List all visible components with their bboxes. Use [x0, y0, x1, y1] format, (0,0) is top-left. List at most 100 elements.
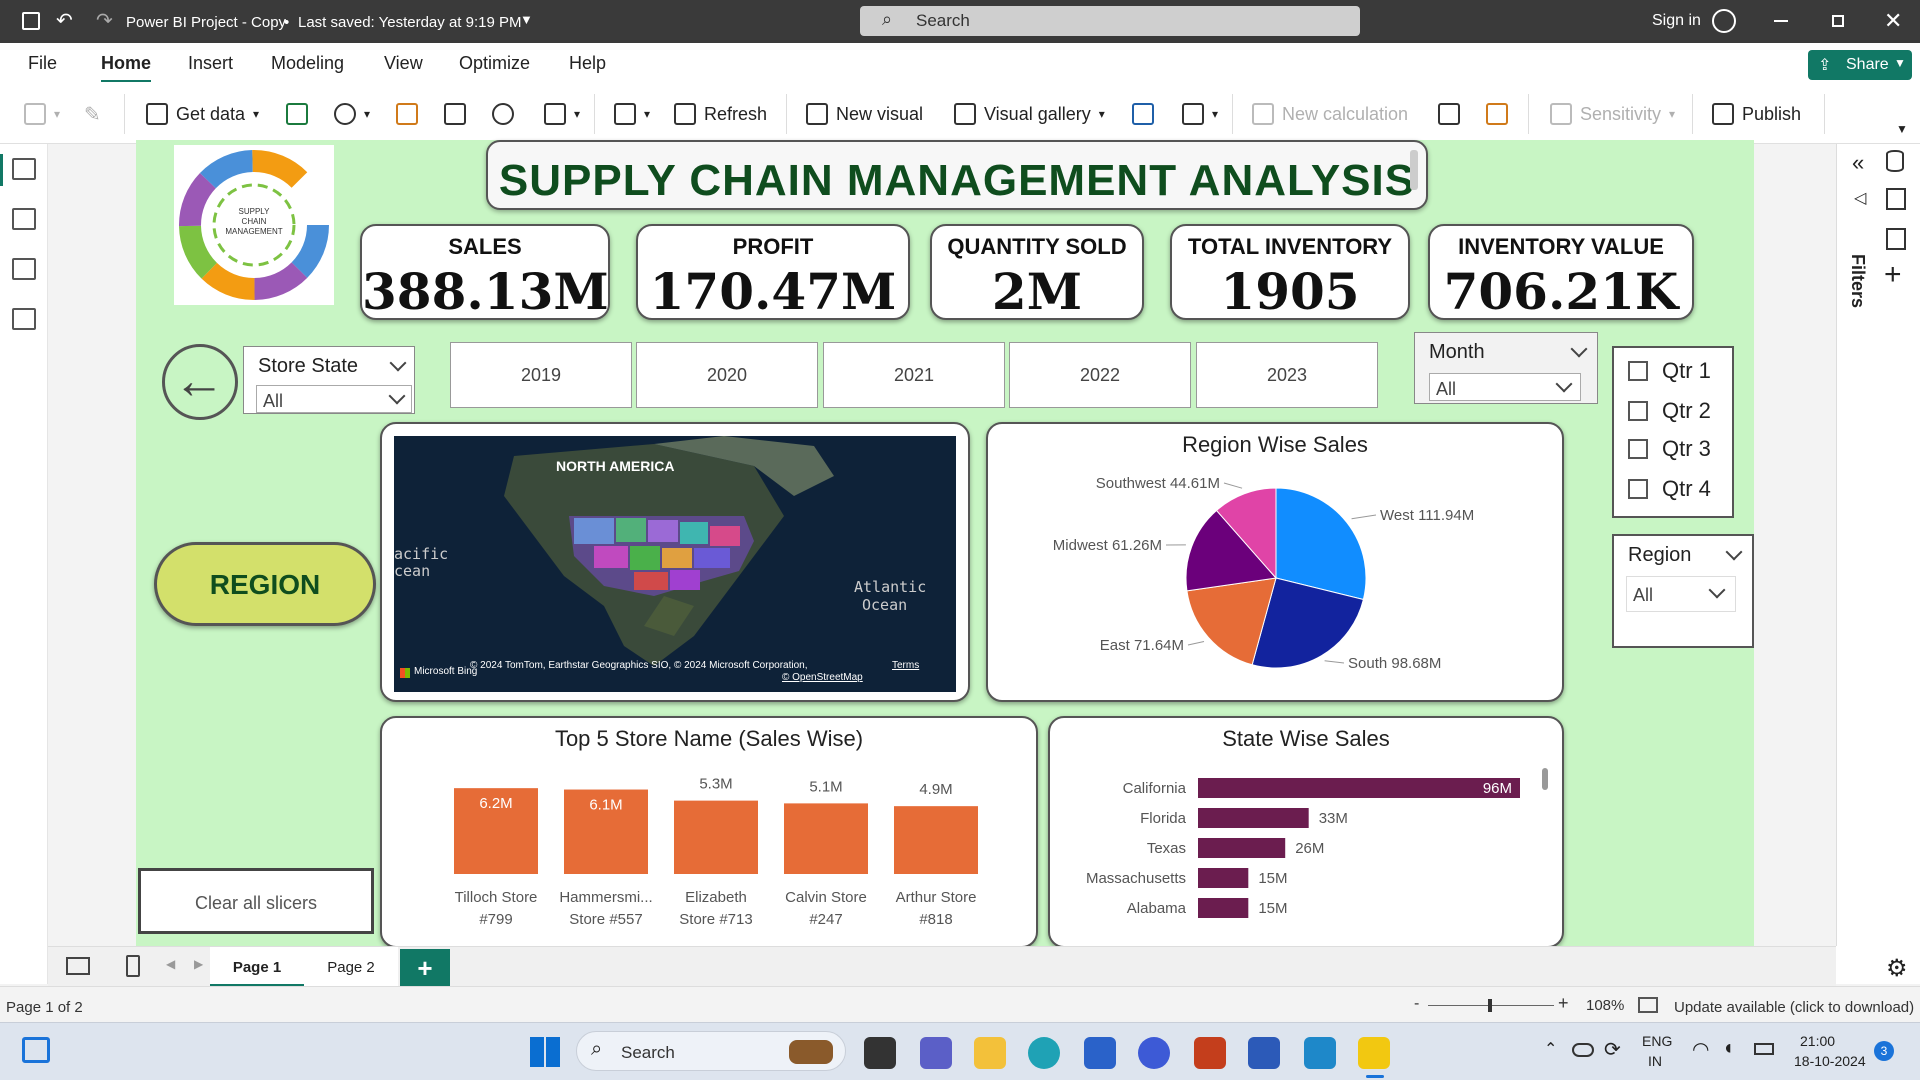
- redo-icon[interactable]: ↷: [96, 10, 113, 32]
- next-page-icon[interactable]: ▶: [194, 957, 204, 971]
- region-dropdown[interactable]: All: [1626, 576, 1736, 612]
- volume-icon[interactable]: ◖: [1722, 1037, 1735, 1059]
- back-button[interactable]: ←: [162, 344, 238, 420]
- save-icon[interactable]: [22, 12, 40, 30]
- dax-query-view-icon[interactable]: [12, 308, 36, 330]
- task-view-icon[interactable]: [864, 1037, 896, 1069]
- settings-icon[interactable]: ⚙: [1886, 955, 1908, 982]
- update-available-link[interactable]: Update available (click to download): [1674, 999, 1915, 1016]
- teams-icon[interactable]: [920, 1037, 952, 1069]
- store-state-dropdown[interactable]: All: [256, 385, 412, 413]
- format-pane-icon[interactable]: [1886, 228, 1906, 250]
- horizontal-bar[interactable]: [1198, 898, 1249, 918]
- page-tab-2[interactable]: Page 2: [304, 947, 398, 987]
- add-pane-icon[interactable]: +: [1884, 258, 1902, 291]
- pie-chart[interactable]: West 111.94M South 98.68M East 71.64M Midwe…: [988, 424, 1562, 700]
- year-button-2022[interactable]: 2022: [1009, 342, 1191, 408]
- search-input[interactable]: ⌕ Search: [860, 6, 1360, 36]
- menu-optimize[interactable]: Optimize: [459, 53, 531, 73]
- chevron-down-icon[interactable]: [1570, 340, 1588, 358]
- photos-icon[interactable]: [1304, 1037, 1336, 1069]
- enter-data-button[interactable]: [444, 100, 466, 128]
- sync-icon[interactable]: ⟳: [1604, 1039, 1621, 1061]
- text-box-button[interactable]: [1132, 100, 1154, 128]
- more-visuals-button[interactable]: ▾: [1182, 100, 1218, 128]
- pie-slice-west[interactable]: [1275, 487, 1367, 601]
- qtr-3-option[interactable]: Qtr 3: [1628, 436, 1711, 462]
- language-eng[interactable]: ENG: [1642, 1033, 1673, 1049]
- sql-button[interactable]: [396, 100, 418, 128]
- transform-data-button[interactable]: ▾: [614, 100, 650, 128]
- year-button-2020[interactable]: 2020: [636, 342, 818, 408]
- menu-modeling[interactable]: Modeling: [271, 53, 345, 73]
- checkbox[interactable]: [1628, 401, 1648, 421]
- menu-help[interactable]: Help: [569, 53, 607, 73]
- minimize-icon[interactable]: [1774, 20, 1788, 22]
- file-explorer-icon[interactable]: [974, 1037, 1006, 1069]
- powerpoint-icon[interactable]: [1194, 1037, 1226, 1069]
- column-bar[interactable]: [454, 788, 538, 874]
- column-bar[interactable]: [674, 800, 758, 874]
- fit-page-icon[interactable]: [1638, 997, 1658, 1013]
- new-calculation-button[interactable]: New calculation: [1252, 100, 1408, 128]
- format-painter-button[interactable]: ✎: [84, 100, 101, 128]
- column-bar[interactable]: [564, 789, 648, 874]
- clear-slicers-button[interactable]: Clear all slicers: [138, 868, 374, 934]
- menu-insert[interactable]: Insert: [188, 53, 234, 73]
- refresh-button[interactable]: Refresh: [674, 100, 767, 128]
- language-in[interactable]: IN: [1648, 1053, 1662, 1069]
- page-tab-1[interactable]: Page 1: [210, 947, 304, 987]
- battery-icon[interactable]: [1754, 1043, 1774, 1055]
- menu-view[interactable]: View: [384, 53, 423, 73]
- publish-button[interactable]: Publish: [1712, 100, 1801, 128]
- visual-gallery-button[interactable]: Visual gallery ▾: [954, 100, 1105, 128]
- desktop-layout-icon[interactable]: [66, 957, 90, 975]
- prev-page-icon[interactable]: ◀: [166, 957, 176, 971]
- qtr-1-option[interactable]: Qtr 1: [1628, 358, 1711, 384]
- zoom-in-button[interactable]: +: [1558, 993, 1569, 1013]
- map-terms-link[interactable]: Terms: [892, 660, 920, 671]
- sign-in-link[interactable]: Sign in: [1652, 12, 1701, 29]
- recent-sources-button[interactable]: ▾: [544, 100, 580, 128]
- horizontal-bar[interactable]: [1198, 868, 1249, 888]
- map-osm-link[interactable]: © OpenStreetMap: [782, 672, 863, 683]
- horizontal-bar[interactable]: [1198, 808, 1309, 828]
- zoom-out-button[interactable]: -: [1414, 995, 1420, 1012]
- undo-icon[interactable]: ↶: [56, 10, 73, 32]
- mobile-layout-icon[interactable]: [126, 955, 140, 977]
- zoom-thumb[interactable]: [1488, 999, 1492, 1012]
- checkbox[interactable]: [1628, 479, 1648, 499]
- model-view-icon[interactable]: [12, 258, 36, 280]
- pie-slice-south[interactable]: [1251, 577, 1364, 669]
- chevron-up-icon[interactable]: ⌃: [1544, 1041, 1558, 1058]
- menu-file[interactable]: File: [28, 53, 58, 73]
- horizontal-bar[interactable]: [1198, 778, 1520, 798]
- new-visual-button[interactable]: New visual: [806, 100, 923, 128]
- data-hub-button[interactable]: ▾: [334, 100, 370, 128]
- sensitivity-button[interactable]: Sensitivity ▾: [1550, 100, 1675, 128]
- bar-chart[interactable]: California 96M Florida 33M Texas 26M Massachus…: [1050, 718, 1562, 946]
- close-icon[interactable]: ✕: [1884, 8, 1903, 33]
- widgets-icon[interactable]: [22, 1037, 50, 1063]
- dataverse-button[interactable]: [492, 100, 514, 128]
- wifi-icon[interactable]: ◠: [1692, 1039, 1710, 1061]
- table-view-icon[interactable]: [12, 208, 36, 230]
- add-page-button[interactable]: +: [400, 949, 450, 987]
- data-pane-icon[interactable]: [1886, 150, 1904, 172]
- pie-slice-midwest[interactable]: [1185, 509, 1277, 592]
- pie-slice-southwest[interactable]: [1215, 487, 1277, 580]
- column-bar[interactable]: [784, 803, 868, 874]
- report-view-icon[interactable]: [12, 158, 36, 180]
- snipping-tool-icon[interactable]: [1248, 1037, 1280, 1069]
- year-button-2019[interactable]: 2019: [450, 342, 632, 408]
- collapse-panes-icon[interactable]: «: [1852, 150, 1865, 175]
- menu-home[interactable]: Home: [101, 53, 152, 83]
- filters-pane-label[interactable]: Filters: [1848, 254, 1868, 309]
- windows-start-icon[interactable]: [530, 1037, 560, 1067]
- visualizations-pane-icon[interactable]: [1886, 188, 1906, 210]
- chevron-down-icon[interactable]: [389, 354, 407, 372]
- checkbox[interactable]: [1628, 361, 1648, 381]
- title-scrollbar[interactable]: [1410, 150, 1418, 190]
- map-visual[interactable]: NORTH AMERICA acific cean Atlantic Ocean …: [394, 436, 956, 692]
- power-bi-icon[interactable]: [1358, 1037, 1390, 1069]
